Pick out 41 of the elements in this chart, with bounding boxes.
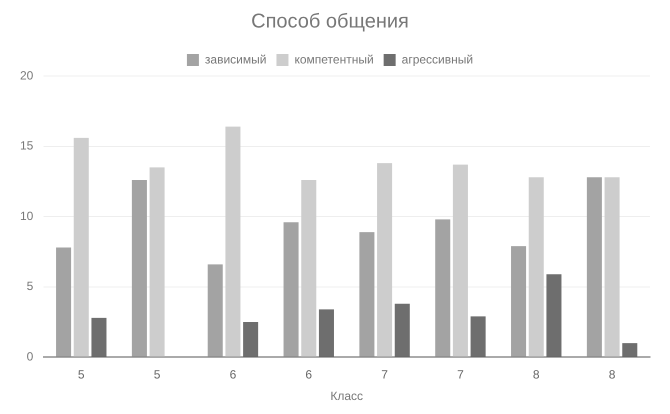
- chart-title: Способ общения: [251, 10, 409, 33]
- x-tick-label: 7: [381, 368, 388, 382]
- x-tick-label: 8: [608, 368, 616, 382]
- bar: [622, 343, 638, 357]
- bar: [132, 180, 147, 357]
- legend-label: агрессивный: [402, 52, 474, 66]
- bar: [586, 177, 602, 357]
- y-tick-label: 10: [20, 208, 34, 223]
- bar: [301, 180, 316, 357]
- x-tick-label: 5: [78, 368, 85, 382]
- y-tick-label: 15: [20, 138, 34, 153]
- x-tick-label: 7: [457, 368, 464, 382]
- x-tick-label: 6: [305, 368, 312, 382]
- bar: [150, 167, 165, 357]
- bar: [546, 274, 562, 357]
- x-tick-label: 8: [532, 368, 540, 382]
- bar: [394, 304, 410, 357]
- bar: [470, 316, 486, 357]
- bar: [511, 246, 526, 357]
- bar: [225, 126, 240, 357]
- y-tick-label: 20: [20, 68, 34, 82]
- legend-label: зависимый: [204, 52, 266, 66]
- bar: [359, 232, 374, 357]
- bar: [74, 138, 89, 357]
- bar: [604, 177, 620, 357]
- bar: [56, 248, 72, 357]
- bar: [243, 322, 258, 357]
- bar: [208, 264, 223, 357]
- x-tick-label: 5: [154, 368, 161, 382]
- legend-label: компетентный: [294, 52, 374, 66]
- bar: [91, 318, 106, 357]
- y-tick-label: 5: [26, 279, 34, 294]
- bar: [528, 177, 544, 357]
- x-tick-label: 6: [230, 368, 237, 382]
- bar: [452, 164, 468, 357]
- x-axis-title: Класс: [330, 389, 364, 404]
- y-tick-label: 0: [26, 350, 34, 364]
- bar: [284, 222, 299, 357]
- bar: [318, 309, 334, 357]
- bar: [377, 163, 392, 357]
- bar: [435, 219, 450, 357]
